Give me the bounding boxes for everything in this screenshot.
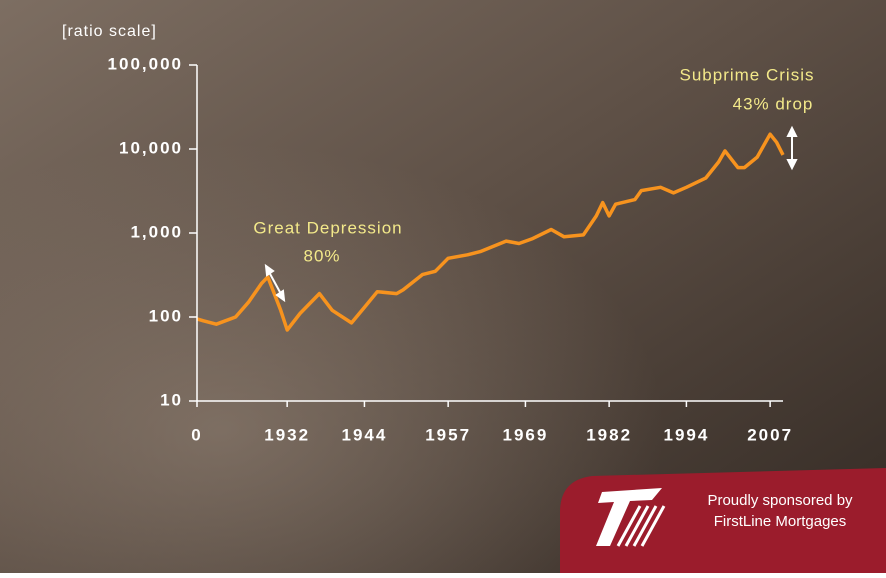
x-tick-label: 0 xyxy=(191,425,202,444)
y-tick-label: 100,000 xyxy=(108,54,183,73)
x-tick-label: 1944 xyxy=(342,425,388,444)
y-label: [ratio scale] xyxy=(62,23,157,40)
y-tick-label: 1,000 xyxy=(130,222,183,241)
annotation: 80% xyxy=(303,246,340,265)
y-tick-label: 10,000 xyxy=(119,138,183,157)
y-tick-label: 100 xyxy=(149,306,183,325)
sponsor-text: Proudly sponsored by xyxy=(707,492,853,509)
chart: [ratio scale] Great Depression 80% Subpr… xyxy=(0,0,886,573)
annotation: 43% drop xyxy=(733,94,814,113)
y-tick-label: 10 xyxy=(160,390,183,409)
x-tick-label: 2007 xyxy=(747,425,793,444)
x-tick-label: 1994 xyxy=(663,425,709,444)
page: [ratio scale] Great Depression 80% Subpr… xyxy=(0,0,886,573)
x-tick-label: 1932 xyxy=(264,425,310,444)
x-tick-label: 1969 xyxy=(503,425,549,444)
annotation: Subprime Crisis xyxy=(680,65,815,84)
sponsor-text: FirstLine Mortgages xyxy=(714,513,847,530)
x-tick-label: 1982 xyxy=(586,425,632,444)
x-tick-label: 1957 xyxy=(425,425,471,444)
annotation: Great Depression xyxy=(253,218,402,237)
